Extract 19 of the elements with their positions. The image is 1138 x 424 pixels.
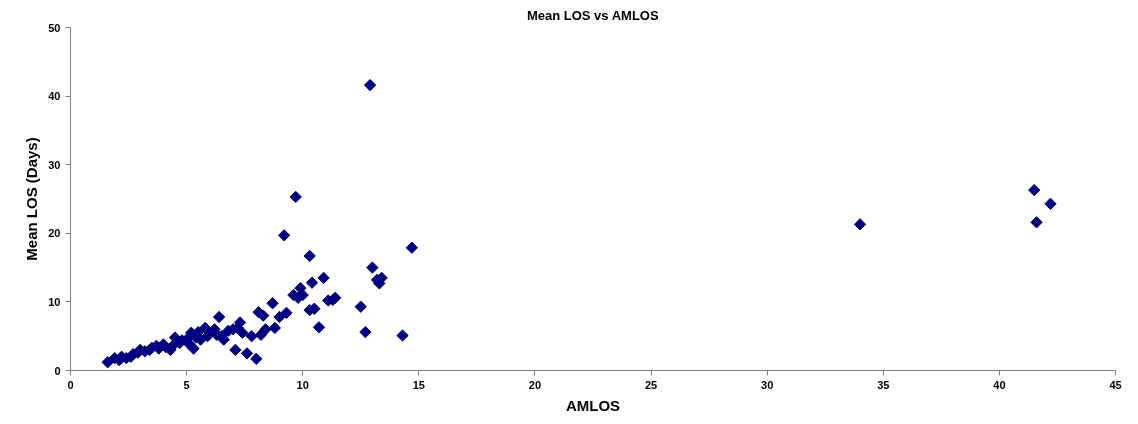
y-axis-title: Mean LOS (Days) xyxy=(23,137,41,261)
x-tick-label: 10 xyxy=(296,378,309,391)
y-tick-label: 40 xyxy=(48,90,61,103)
x-axis-title: AMLOS xyxy=(565,396,621,414)
chart-title: Mean LOS vs AMLOS xyxy=(526,7,659,23)
y-tick-label: 50 xyxy=(48,21,61,34)
x-tick-label: 5 xyxy=(183,378,190,391)
x-tick-label: 35 xyxy=(877,378,890,391)
y-tick-label: 20 xyxy=(48,227,61,240)
y-tick-label: 30 xyxy=(48,158,61,171)
x-tick-label: 40 xyxy=(993,378,1006,391)
x-tick-label: 20 xyxy=(528,378,542,391)
x-tick-label: 45 xyxy=(1109,378,1122,391)
y-tick-label: 0 xyxy=(54,364,61,377)
x-tick-label: 15 xyxy=(412,378,425,391)
y-tick-label: 10 xyxy=(48,295,61,308)
x-tick-label: 0 xyxy=(67,378,74,391)
x-tick-label: 25 xyxy=(644,378,658,391)
x-tick-label: 30 xyxy=(761,378,774,391)
